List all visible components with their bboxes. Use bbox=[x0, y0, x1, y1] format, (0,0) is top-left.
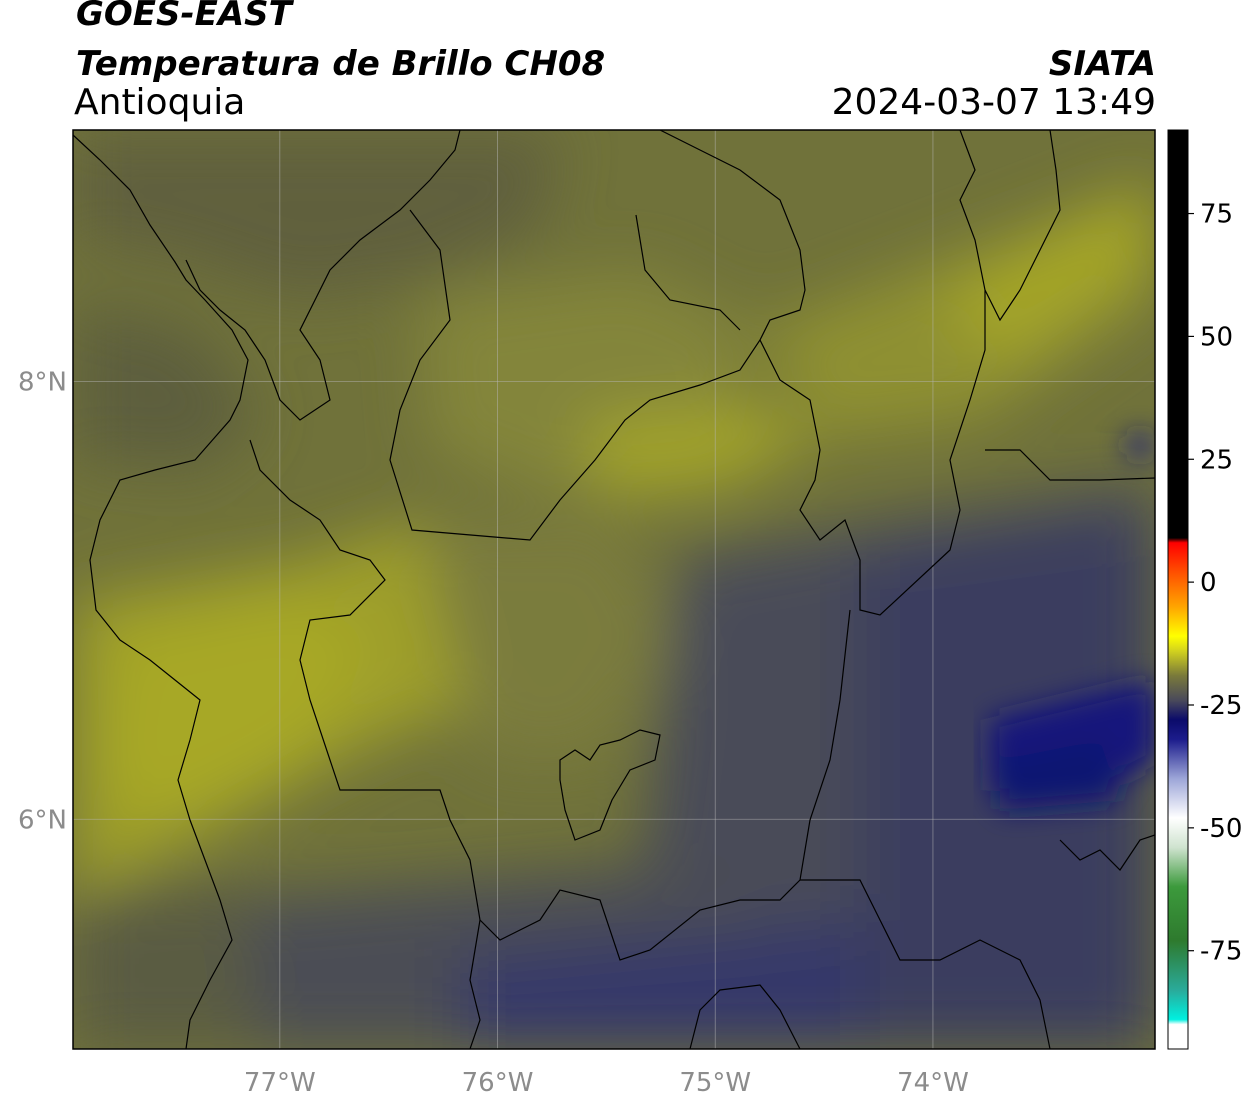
department-boundary bbox=[635, 214, 741, 331]
colorbar: 75 50 25 0 -25 -50 -75 bbox=[1167, 129, 1242, 1050]
lon-tick-label: 75°W bbox=[679, 1068, 751, 1098]
brightness-temperature-field bbox=[73, 130, 1155, 1049]
colorbar-gradient bbox=[1167, 129, 1189, 1050]
map-axis-ticks: 77°W 76°W 75°W 74°W 8°N 6°N bbox=[18, 368, 969, 1098]
department-boundary bbox=[759, 130, 986, 616]
department-boundary bbox=[469, 919, 481, 1049]
timestamp-label: 2024-03-07 13:49 bbox=[831, 82, 1156, 123]
colorbar-tick-label: -25 bbox=[1200, 691, 1242, 721]
map-frame bbox=[72, 129, 1156, 1050]
lat-tick-label: 6°N bbox=[18, 805, 67, 835]
lon-tick-label: 74°W bbox=[897, 1068, 969, 1098]
colorbar-tick-label: -50 bbox=[1200, 814, 1242, 844]
lon-tick-label: 76°W bbox=[462, 1068, 534, 1098]
gulf-coast-boundary bbox=[185, 130, 461, 421]
lat-tick-label: 8°N bbox=[18, 368, 67, 398]
satellite-source-title: GOES-EAST bbox=[76, 0, 292, 34]
department-boundary bbox=[985, 449, 1155, 481]
colorbar-tick-label: -75 bbox=[1200, 937, 1242, 967]
gridlines bbox=[73, 130, 1155, 1049]
municipality-boundary bbox=[559, 729, 661, 841]
colorbar-tick-label: 75 bbox=[1200, 200, 1233, 230]
region-subtitle: Antioquia bbox=[74, 82, 246, 123]
department-boundary bbox=[984, 130, 1061, 322]
department-boundary bbox=[389, 130, 806, 541]
colorbar-tick-label: 50 bbox=[1200, 322, 1233, 352]
boundaries bbox=[73, 130, 1155, 1049]
department-boundary bbox=[249, 439, 851, 961]
colorbar-tick-label: 0 bbox=[1200, 568, 1217, 598]
product-title: Temperatura de Brillo CH08 bbox=[76, 44, 606, 84]
department-boundary bbox=[800, 879, 1051, 1049]
department-boundary bbox=[1059, 834, 1155, 871]
lon-tick-label: 77°W bbox=[244, 1068, 316, 1098]
coastline-boundary bbox=[73, 134, 249, 1049]
colorbar-tick-label: 25 bbox=[1200, 445, 1233, 475]
organization-label: SIATA bbox=[1048, 44, 1156, 84]
department-boundary bbox=[689, 984, 801, 1049]
